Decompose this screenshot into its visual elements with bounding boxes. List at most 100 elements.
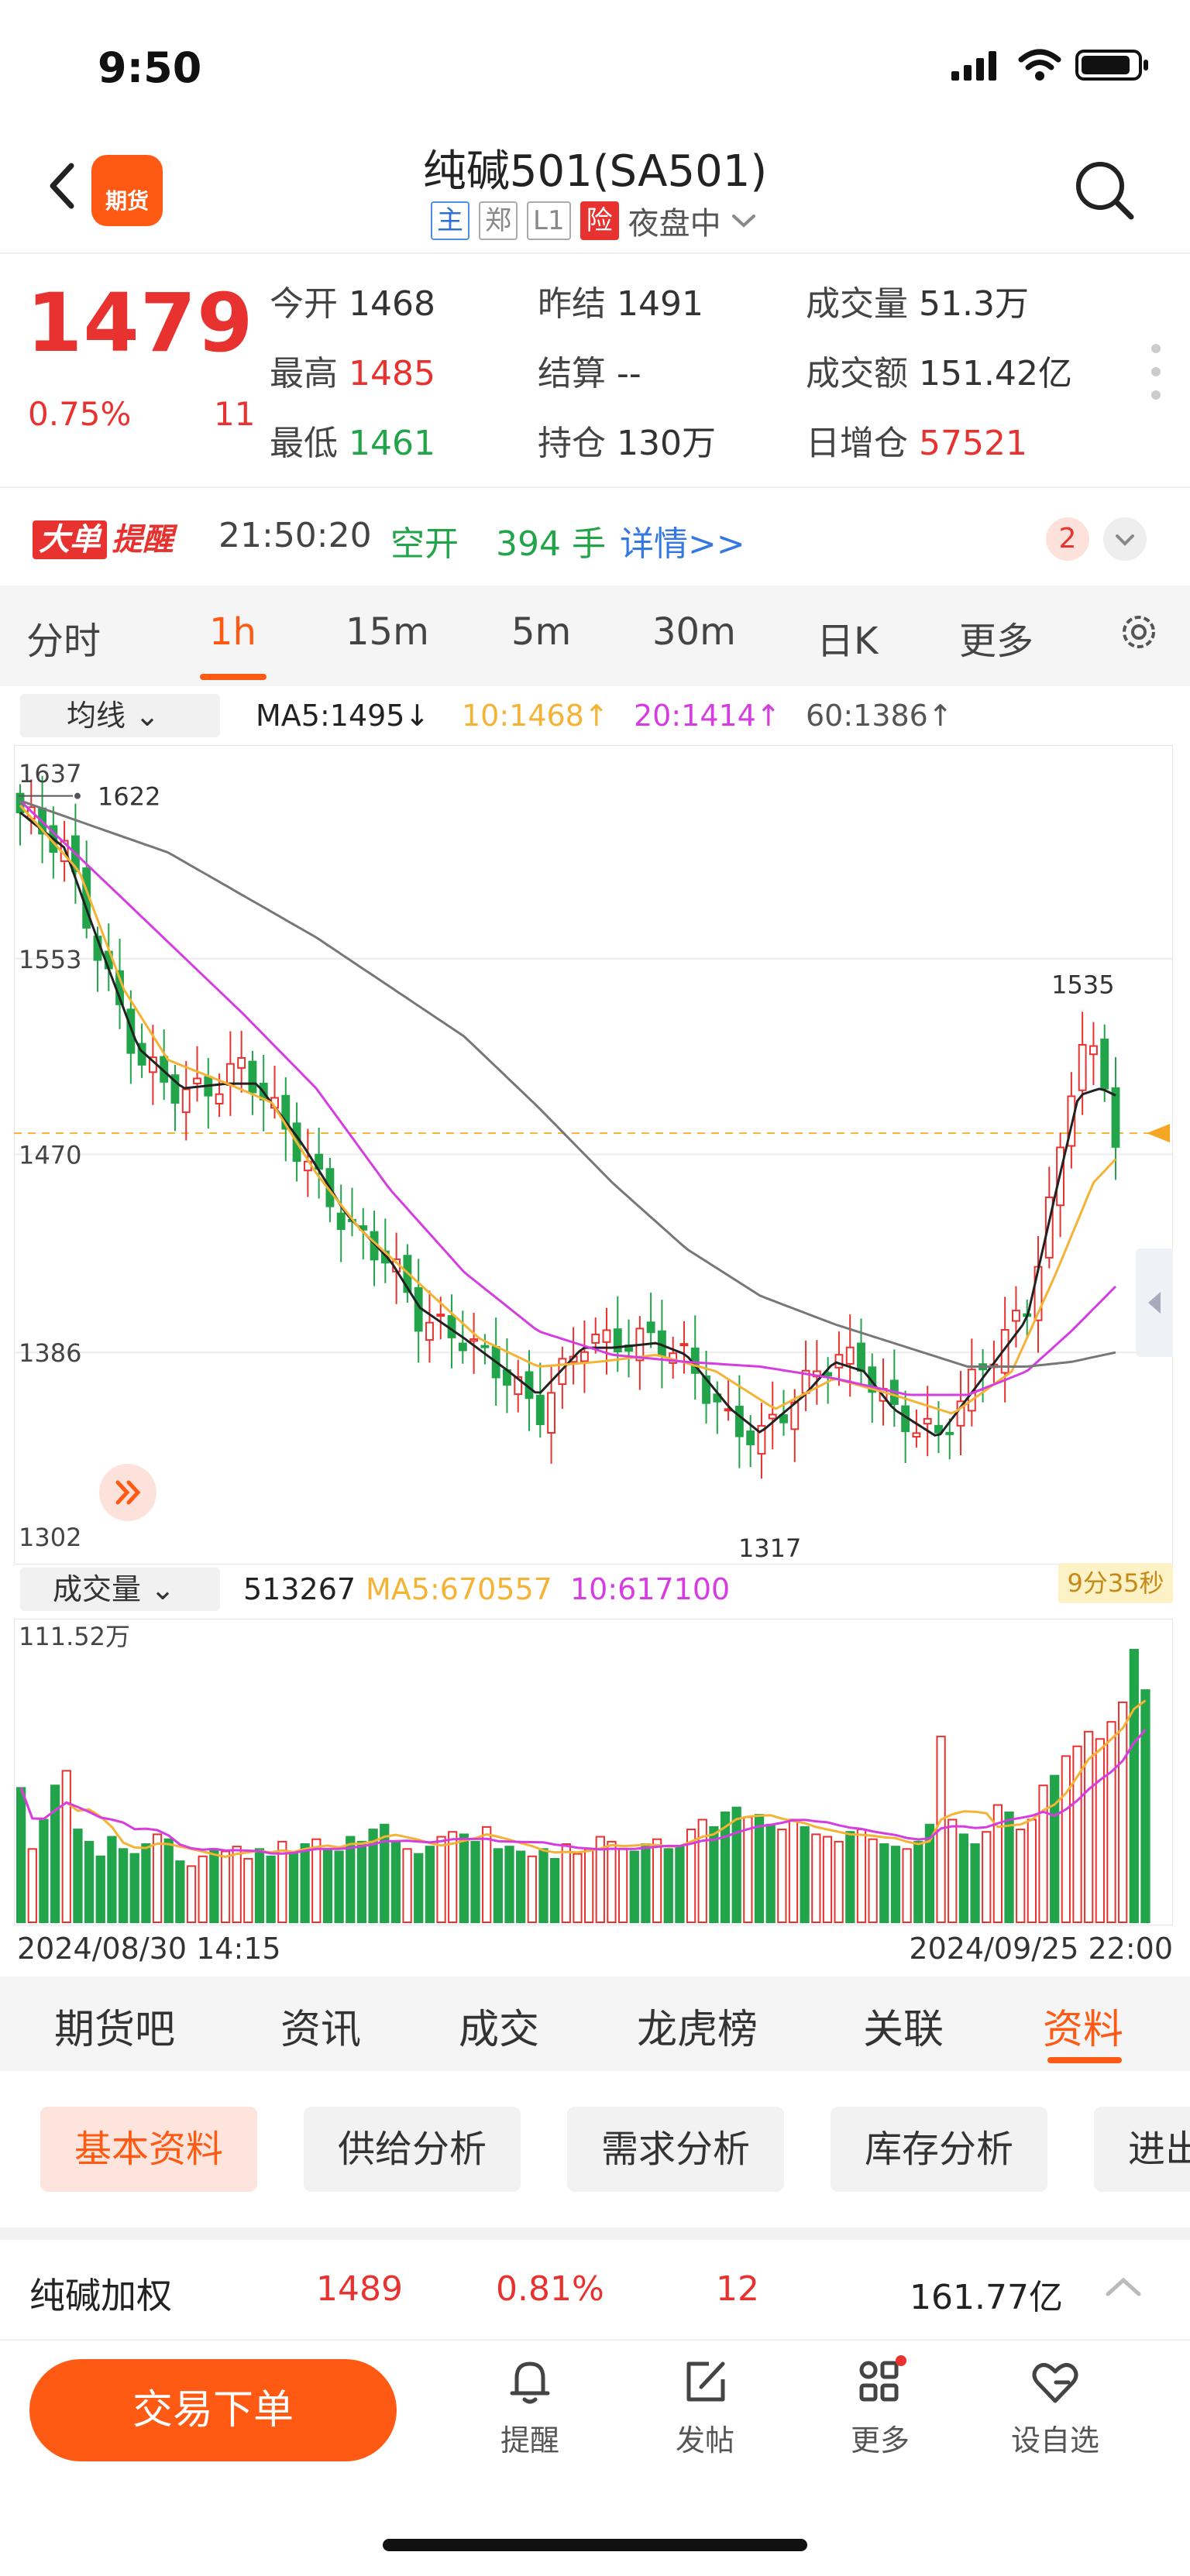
- more-dots-icon[interactable]: [1148, 341, 1164, 403]
- chevron-down-icon[interactable]: [1103, 517, 1147, 561]
- alert-label: 提醒: [500, 2423, 559, 2458]
- search-icon[interactable]: [1069, 155, 1139, 225]
- tab-profile[interactable]: 资料: [1043, 2007, 1124, 2053]
- battery-icon: [1075, 50, 1148, 81]
- alert-quantity: 394 手: [496, 524, 606, 564]
- expand-chart-button[interactable]: [99, 1464, 156, 1521]
- quote-oi-change: 日增仓 57521: [806, 424, 1027, 463]
- alert-button[interactable]: 提醒: [468, 2354, 592, 2471]
- more-label: 更多: [850, 2423, 910, 2458]
- candle: [845, 1346, 855, 1365]
- chart-side-handle[interactable]: [1136, 1249, 1173, 1357]
- status-time: 9:50: [98, 43, 202, 92]
- subtab-supply[interactable]: 供给分析: [304, 2107, 521, 2192]
- volume-bar: [95, 1855, 105, 1923]
- subtab-basic-info[interactable]: 基本资料: [40, 2107, 258, 2192]
- peak-label: 1535: [1051, 970, 1114, 1000]
- tab-30m[interactable]: 30m: [652, 610, 736, 654]
- volume-bar: [163, 1838, 174, 1923]
- weighted-price: 1489: [316, 2269, 403, 2309]
- volume-ma5-line: [19, 1699, 1147, 1858]
- post-button[interactable]: 发帖: [643, 2354, 767, 2471]
- quote-high: 最高 1485: [270, 354, 435, 393]
- volume-bar: [629, 1850, 639, 1923]
- volume-selector[interactable]: 成交量 ⌄: [20, 1568, 220, 1611]
- alert-count-badge[interactable]: 2: [1046, 517, 1089, 561]
- volume-bar: [788, 1819, 799, 1923]
- app-logo: 期货: [91, 155, 163, 226]
- add-watchlist-button[interactable]: 设自选: [993, 2354, 1117, 2471]
- volume-bar: [220, 1850, 231, 1923]
- candle: [580, 1351, 589, 1362]
- big-order-tag: 大单 提醒: [33, 514, 174, 559]
- tab-5m[interactable]: 5m: [511, 610, 572, 654]
- chevron-down-icon[interactable]: [731, 211, 757, 230]
- tab-1h[interactable]: 1h: [209, 610, 256, 654]
- volume-bar: [902, 1848, 912, 1924]
- legend-vol-ma10: 10:617100: [570, 1572, 731, 1606]
- chevron-up-icon[interactable]: [1100, 2268, 1147, 2306]
- volume-bar: [1050, 1774, 1060, 1923]
- more-button[interactable]: 更多: [818, 2354, 942, 2471]
- candle: [1111, 1087, 1120, 1148]
- volume-bar: [675, 1846, 685, 1923]
- tab-futures-forum[interactable]: 期货吧: [54, 2007, 176, 2053]
- volume-bar: [493, 1848, 503, 1924]
- back-icon[interactable]: [39, 155, 85, 217]
- tab-related[interactable]: 关联: [863, 2007, 944, 2053]
- tag-exchange: 郑: [479, 201, 518, 240]
- trade-order-button[interactable]: 交易下单: [29, 2359, 397, 2461]
- quote-turnover: 成交额 151.42亿: [806, 354, 1072, 393]
- tab-top-list[interactable]: 龙虎榜: [637, 2007, 758, 2053]
- tab-active-indicator: [1047, 2057, 1122, 2063]
- subtab-demand[interactable]: 需求分析: [567, 2107, 785, 2192]
- volume-bar: [402, 1848, 412, 1924]
- tab-news[interactable]: 资讯: [280, 2007, 362, 2053]
- candle: [779, 1414, 788, 1424]
- candlestick-chart[interactable]: 1637 1553 1470 1386 1302 1622 1535 1317: [14, 745, 1173, 1564]
- candle: [480, 1345, 490, 1348]
- volume-chart[interactable]: 111.52万: [14, 1619, 1173, 1925]
- volume-bar: [811, 1833, 821, 1923]
- volume-bar: [311, 1838, 322, 1923]
- volume-bar: [731, 1806, 741, 1923]
- tab-trades[interactable]: 成交: [459, 2007, 540, 2053]
- ma-line-ma60: [19, 799, 1116, 1368]
- tab-more[interactable]: 更多: [959, 620, 1034, 663]
- tab-intraday[interactable]: 分时: [26, 620, 101, 663]
- quote-settle: 结算 --: [538, 354, 641, 393]
- volume-bar: [84, 1840, 95, 1924]
- subtab-inventory[interactable]: 库存分析: [831, 2107, 1048, 2192]
- quote-prev-settle: 昨结 1491: [538, 284, 703, 324]
- high-marker-label: 1622: [98, 782, 160, 812]
- section-tab-bar: [0, 1977, 1190, 2071]
- volume-bar: [232, 1846, 242, 1923]
- volume-bar: [1061, 1755, 1071, 1923]
- wifi-icon: [1018, 49, 1061, 81]
- candle: [1089, 1045, 1098, 1056]
- double-chevron-right-icon: [115, 1480, 141, 1505]
- bar-countdown: 9分35秒: [1058, 1563, 1173, 1603]
- candle: [602, 1329, 611, 1343]
- tab-daily-k[interactable]: 日K: [817, 620, 879, 663]
- subtab-import-export[interactable]: 进出: [1094, 2107, 1190, 2192]
- alert-details-link[interactable]: 详情>>: [620, 524, 745, 564]
- volume-bar: [641, 1843, 651, 1923]
- candle: [834, 1354, 844, 1369]
- volume-bar: [765, 1823, 776, 1924]
- volume-bar: [243, 1857, 253, 1923]
- gear-icon[interactable]: [1116, 609, 1162, 655]
- candle: [436, 1314, 445, 1317]
- volume-bar: [186, 1865, 197, 1924]
- ma-selector[interactable]: 均线 ⌄: [20, 694, 220, 737]
- divider: [0, 486, 1190, 488]
- tag-risk: 险: [580, 201, 619, 240]
- triangle-left-icon: [1148, 1292, 1161, 1314]
- quote-volume: 成交量 51.3万: [806, 284, 1029, 324]
- tab-15m[interactable]: 15m: [346, 610, 429, 654]
- volume-bar: [118, 1848, 129, 1924]
- session-status[interactable]: 夜盘中: [628, 206, 721, 242]
- volume-bar: [288, 1853, 299, 1924]
- volume-bar: [1140, 1689, 1150, 1924]
